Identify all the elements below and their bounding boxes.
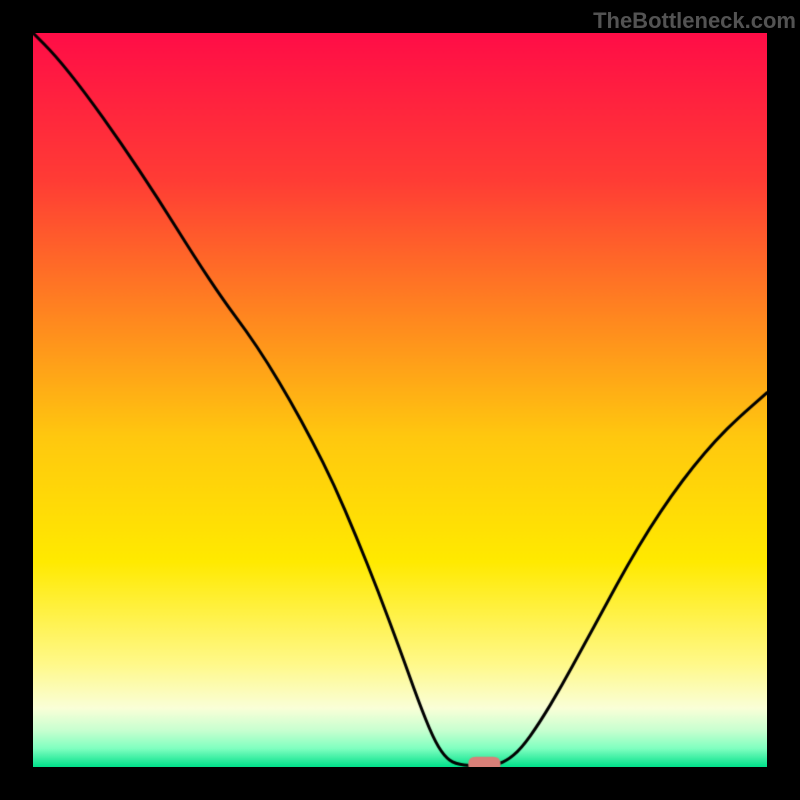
figure-root: TheBottleneck.com [0,0,800,800]
plot-area [33,33,767,767]
bottleneck-chart [33,33,767,767]
watermark-text: TheBottleneck.com [593,8,796,34]
